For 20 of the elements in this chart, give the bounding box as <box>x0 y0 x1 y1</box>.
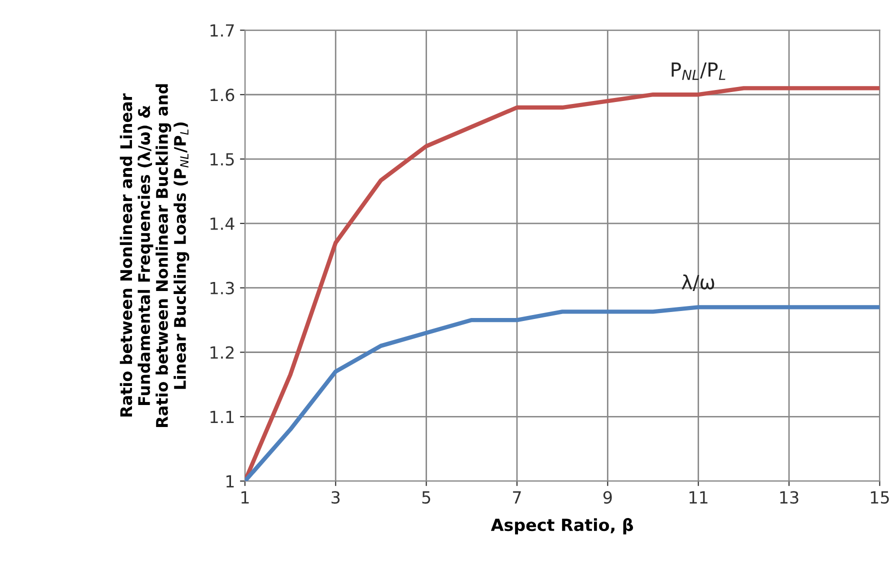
x-tick-label: 3 <box>332 491 340 504</box>
y-tick-label: 1.2 <box>210 346 234 359</box>
x-tick-label: 9 <box>603 491 612 504</box>
x-tick-label: 5 <box>422 491 430 504</box>
x-axis-title: Aspect Ratio, β <box>490 518 634 534</box>
x-tick-label: 13 <box>780 491 798 504</box>
y-tick-label: 1 <box>226 475 234 488</box>
y-tick-label: 1.4 <box>210 218 234 230</box>
y-tick-label: 1.5 <box>210 153 234 166</box>
series-label: P$_{NL}$/P$_{L}$ <box>672 62 726 80</box>
x-tick-label: 15 <box>870 491 889 504</box>
x-tick-label: 11 <box>690 491 708 504</box>
x-tick-label: 7 <box>513 491 521 504</box>
y-tick-label: 1.6 <box>210 88 234 102</box>
y-tick-label: 1.3 <box>210 282 234 294</box>
y-tick-label: 1.7 <box>210 24 234 37</box>
y-axis-title: Ratio between Nonlinear and Linear Fundamental Frequencies (λ/ω) & Ratio between Nonlinear Buckling and Linear Buckling Loads (P$_{NL}$/P$_{L}$) <box>120 84 190 427</box>
x-tick-label: 1 <box>241 491 249 504</box>
y-tick-label: 1.1 <box>210 410 234 423</box>
series-label: λ/ω <box>682 274 714 292</box>
